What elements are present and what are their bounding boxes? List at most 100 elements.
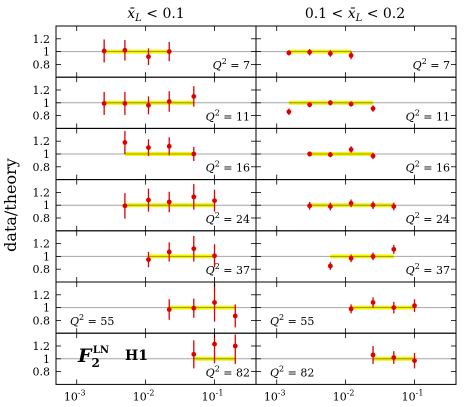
data-point — [348, 147, 354, 152]
y-tick-label: 0.8 — [33, 314, 51, 327]
q2-label: Q2 = 11 — [206, 108, 250, 123]
data-point — [232, 313, 238, 319]
data-point — [146, 257, 151, 262]
q2-label: Q2 = 37 — [206, 262, 250, 277]
x-axis-tick-labels: 10-3 10-2 10-1 10-3 10-2 10-1 — [64, 388, 424, 403]
data-point — [286, 50, 292, 56]
panel-r2-c0: Q2 = 16 — [55, 127, 257, 181]
q2-label: Q2 = 24 — [406, 211, 450, 226]
data-point — [166, 143, 172, 149]
y-tick-label: 1 — [43, 302, 50, 315]
data-point — [370, 352, 376, 358]
data-point — [391, 305, 397, 310]
data-point — [212, 198, 217, 204]
y-tick-label: 1.2 — [33, 340, 51, 353]
y-tick-label: 1 — [43, 46, 50, 59]
data-point — [122, 140, 128, 145]
x-tick-label: 10-3 — [264, 388, 286, 403]
data-point — [327, 100, 333, 106]
panel-r5-c1: Q2 = 55 — [255, 281, 457, 334]
data-point — [166, 49, 172, 54]
data-point — [146, 54, 151, 60]
data-point — [370, 153, 376, 159]
panel-r1-c0: Q2 = 11 — [55, 76, 257, 129]
q2-label: Q2 = 24 — [206, 211, 250, 226]
q2-label: Q2 = 55 — [270, 313, 314, 328]
data-point — [232, 343, 238, 349]
data-point — [191, 305, 197, 311]
y-tick-label: 1 — [43, 199, 50, 212]
data-point — [191, 246, 197, 252]
data-point — [327, 204, 333, 209]
q2-label: Q2 = 55 — [70, 313, 114, 328]
data-point — [348, 200, 354, 206]
data-point — [122, 101, 128, 106]
data-point — [391, 355, 397, 360]
data-point — [307, 49, 313, 55]
y-tick-label: 0.8 — [33, 212, 51, 225]
data-point — [191, 151, 197, 157]
data-point — [348, 306, 354, 312]
panel-r0-c1: Q2 = 7 — [255, 25, 457, 78]
panel-r0-c0: Q2 = 7 — [55, 25, 257, 78]
y-tick-label: 1 — [43, 148, 50, 161]
data-point — [327, 263, 333, 269]
panel-r4-c0: Q2 = 37 — [55, 230, 257, 283]
y-tick-label: 1.2 — [33, 135, 51, 148]
data-point — [391, 204, 397, 209]
data-point — [370, 202, 376, 208]
y-tick-label: 0.8 — [33, 58, 51, 71]
q2-label: Q2 = 11 — [406, 108, 450, 123]
data-point — [146, 102, 151, 108]
data-point — [212, 253, 217, 259]
data-point — [166, 199, 172, 205]
data-point — [412, 303, 417, 309]
data-point — [101, 101, 107, 106]
data-point — [166, 249, 172, 255]
panel-grid: Q2 = 7 Q2 = 7 Q2 = 11 Q2 = 11 Q2 = 16 Q2 = 16… — [33, 25, 457, 385]
data-point — [286, 109, 292, 115]
data-point — [348, 255, 354, 261]
panel-r4-c1: Q2 = 37 — [255, 230, 457, 283]
y-tick-label: 1.2 — [33, 289, 51, 302]
x-tick-label: 10-3 — [64, 388, 86, 403]
data-point — [370, 106, 376, 111]
column-headers: x̄L < 0.1 0.1 < x̄L < 0.2 — [127, 6, 405, 24]
data-point — [307, 151, 313, 157]
experiment-label: H1 — [125, 348, 148, 364]
y-tick-label: 1 — [43, 353, 50, 366]
data-point — [307, 102, 313, 108]
y-tick-label: 0.8 — [33, 110, 51, 123]
q2-label: Q2 = 82 — [206, 364, 250, 379]
x-tick-label: 10-1 — [402, 388, 424, 403]
column-header-xl-below-0.1: x̄L < 0.1 — [127, 6, 184, 24]
panel-frame — [255, 332, 457, 385]
x-tick-label: 10-2 — [333, 388, 355, 403]
panel-r2-c1: Q2 = 16 — [255, 127, 457, 181]
panel-r6-c0: Q2 = 82 — [55, 332, 257, 385]
y-tick-label: 1.2 — [33, 33, 51, 46]
data-point — [166, 99, 172, 104]
data-point — [327, 152, 333, 158]
panel-r1-c1: Q2 = 11 — [255, 76, 457, 129]
x-tick-label: 10-1 — [202, 388, 224, 403]
data-point — [191, 94, 197, 99]
panel-r3-c0: Q2 = 24 — [55, 179, 257, 232]
column-header-xl-0.1-0.2: 0.1 < x̄L < 0.2 — [305, 6, 405, 24]
y-axis-label: data/theory — [1, 158, 20, 252]
data-point — [146, 145, 151, 151]
data-point — [212, 341, 217, 347]
data-point — [348, 53, 354, 58]
q2-label: Q2 = 16 — [406, 160, 450, 175]
q2-label: Q2 = 82 — [270, 364, 314, 379]
data-point — [307, 203, 313, 209]
q2-label: Q2 = 16 — [206, 160, 250, 175]
y-tick-label: 0.8 — [33, 366, 51, 379]
panel-r6-c1: Q2 = 82 — [255, 332, 457, 385]
x-tick-label: 10-2 — [133, 388, 155, 403]
data-point — [122, 47, 128, 53]
data-point — [212, 300, 217, 305]
y-tick-label: 1.2 — [33, 84, 51, 97]
y-tick-label: 1 — [43, 250, 50, 263]
